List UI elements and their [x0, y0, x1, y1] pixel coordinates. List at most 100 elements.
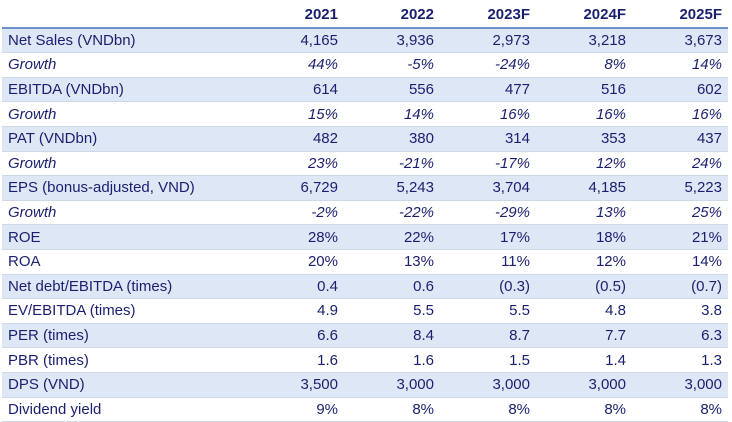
table-cell: 23%	[248, 151, 344, 177]
header-row: 2021 2022 2023F 2024F 2025F	[2, 3, 728, 29]
table-cell: 602	[632, 77, 728, 103]
table-row: Growth 23% -21% -17% 12% 24%	[2, 151, 728, 177]
table-cell: 477	[440, 77, 536, 103]
row-label: PER (times)	[2, 323, 248, 349]
table-cell: 3,704	[440, 175, 536, 201]
table-cell: 16%	[632, 101, 728, 127]
row-label: Net debt/EBITDA (times)	[2, 274, 248, 300]
table-cell: (0.7)	[632, 274, 728, 300]
table-cell: 6.3	[632, 323, 728, 349]
table-row: PAT (VNDbn) 482 380 314 353 437	[2, 126, 728, 152]
table-row: DPS (VND) 3,500 3,000 3,000 3,000 3,000	[2, 372, 728, 398]
row-label: ROA	[2, 249, 248, 275]
row-label: PAT (VNDbn)	[2, 126, 248, 152]
table-cell: 20%	[248, 249, 344, 275]
table-cell: 13%	[344, 249, 440, 275]
table-cell: 353	[536, 126, 632, 152]
table-cell: 3,000	[440, 372, 536, 398]
table-cell: 8%	[344, 397, 440, 422]
row-label: Growth	[2, 200, 248, 226]
table-cell: 3,000	[632, 372, 728, 398]
table-row: Growth 44% -5% -24% 8% 14%	[2, 52, 728, 78]
table-cell: 21%	[632, 224, 728, 250]
table-cell: 22%	[344, 224, 440, 250]
header-2021: 2021	[248, 3, 344, 29]
table-row: Net debt/EBITDA (times) 0.4 0.6 (0.3) (0…	[2, 274, 728, 300]
table-row: ROE 28% 22% 17% 18% 21%	[2, 224, 728, 250]
table-cell: 8%	[536, 397, 632, 422]
row-label: Growth	[2, 52, 248, 78]
table-cell: 44%	[248, 52, 344, 78]
row-label: EV/EBITDA (times)	[2, 298, 248, 324]
row-label: Growth	[2, 101, 248, 127]
financial-table: 2021 2022 2023F 2024F 2025F Net Sales (V…	[2, 3, 728, 422]
header-2025f: 2025F	[632, 3, 728, 29]
table-cell: -21%	[344, 151, 440, 177]
table-row: EBITDA (VNDbn) 614 556 477 516 602	[2, 77, 728, 103]
table-cell: 18%	[536, 224, 632, 250]
row-label: EBITDA (VNDbn)	[2, 77, 248, 103]
table-cell: 1.6	[344, 347, 440, 373]
table-cell: 15%	[248, 101, 344, 127]
table-cell: 14%	[344, 101, 440, 127]
table-cell: 4,185	[536, 175, 632, 201]
row-label: DPS (VND)	[2, 372, 248, 398]
table-cell: 5.5	[344, 298, 440, 324]
table-cell: 13%	[536, 200, 632, 226]
table-cell: 25%	[632, 200, 728, 226]
table-cell: 8%	[440, 397, 536, 422]
header-2023f: 2023F	[440, 3, 536, 29]
table-cell: 8%	[536, 52, 632, 78]
table-cell: 16%	[536, 101, 632, 127]
table-cell: 3,936	[344, 27, 440, 54]
table-cell: 8.4	[344, 323, 440, 349]
table-cell: -5%	[344, 52, 440, 78]
row-label: EPS (bonus-adjusted, VND)	[2, 175, 248, 201]
table-cell: -17%	[440, 151, 536, 177]
header-2024f: 2024F	[536, 3, 632, 29]
table-cell: 0.6	[344, 274, 440, 300]
table-cell: 0.4	[248, 274, 344, 300]
table-cell: 7.7	[536, 323, 632, 349]
table-cell: (0.5)	[536, 274, 632, 300]
table-cell: 1.5	[440, 347, 536, 373]
table-row: EV/EBITDA (times) 4.9 5.5 5.5 4.8 3.8	[2, 298, 728, 324]
row-label: PBR (times)	[2, 347, 248, 373]
table-cell: -29%	[440, 200, 536, 226]
row-label: ROE	[2, 224, 248, 250]
table-cell: 16%	[440, 101, 536, 127]
table-cell: 3,673	[632, 27, 728, 54]
table-cell: 28%	[248, 224, 344, 250]
table-cell: 24%	[632, 151, 728, 177]
table-row: EPS (bonus-adjusted, VND) 6,729 5,243 3,…	[2, 175, 728, 201]
table-cell: 3,500	[248, 372, 344, 398]
table-cell: (0.3)	[440, 274, 536, 300]
table-cell: 4,165	[248, 27, 344, 54]
table-row: PER (times) 6.6 8.4 8.7 7.7 6.3	[2, 323, 728, 349]
table-cell: 516	[536, 77, 632, 103]
table-cell: 437	[632, 126, 728, 152]
table-row: Growth 15% 14% 16% 16% 16%	[2, 101, 728, 127]
table-cell: 2,973	[440, 27, 536, 54]
header-label	[2, 3, 248, 29]
table-cell: 12%	[536, 249, 632, 275]
table-cell: -2%	[248, 200, 344, 226]
row-label: Net Sales (VNDbn)	[2, 27, 248, 54]
table-cell: 4.9	[248, 298, 344, 324]
table-cell: 8.7	[440, 323, 536, 349]
table-cell: 3,000	[344, 372, 440, 398]
table-cell: 12%	[536, 151, 632, 177]
table-cell: 380	[344, 126, 440, 152]
table-cell: 3.8	[632, 298, 728, 324]
row-label: Dividend yield	[2, 397, 248, 422]
table-cell: 14%	[632, 52, 728, 78]
table-cell: 5,243	[344, 175, 440, 201]
table-cell: -22%	[344, 200, 440, 226]
table-cell: 9%	[248, 397, 344, 422]
table-cell: 1.4	[536, 347, 632, 373]
table-cell: 14%	[632, 249, 728, 275]
table-row: PBR (times) 1.6 1.6 1.5 1.4 1.3	[2, 347, 728, 373]
table-cell: -24%	[440, 52, 536, 78]
table-cell: 5.5	[440, 298, 536, 324]
